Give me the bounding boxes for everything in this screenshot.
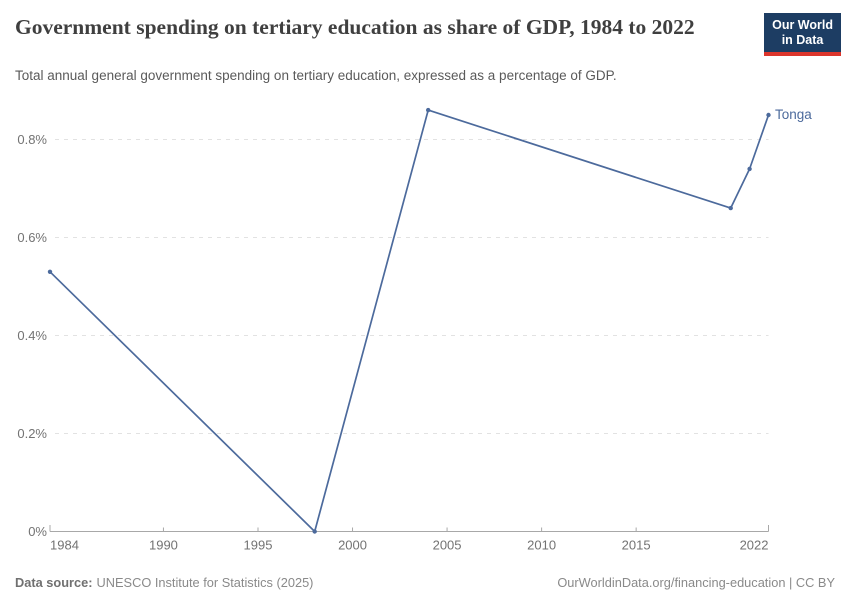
data-source-text: UNESCO Institute for Statistics (2025)	[96, 575, 314, 590]
data-point-marker[interactable]	[747, 166, 752, 172]
y-tick-label: 0.8%	[17, 132, 47, 147]
entity-label-tonga[interactable]: Tonga	[775, 107, 812, 122]
data-point-marker[interactable]	[766, 112, 771, 118]
owid-logo[interactable]: Our World in Data	[764, 13, 841, 56]
data-point-marker[interactable]	[426, 107, 431, 113]
series-line-tonga[interactable]	[49, 109, 770, 533]
chart-footer: Data source: UNESCO Institute for Statist…	[15, 575, 835, 590]
footer-link[interactable]: OurWorldinData.org/financing-education	[557, 575, 786, 590]
chart-subtitle: Total annual general government spending…	[15, 68, 617, 83]
data-source-note: Data source: UNESCO Institute for Statist…	[15, 575, 313, 590]
footer-attribution: OurWorldinData.org/financing-education |…	[557, 575, 835, 590]
data-point-marker[interactable]	[312, 529, 317, 534]
footer-license: CC BY	[795, 575, 835, 590]
y-tick-label: 0%	[28, 524, 47, 539]
owid-logo-line1: Our World	[772, 18, 833, 32]
data-point-marker[interactable]	[728, 205, 733, 211]
x-tick-label: 2015	[622, 538, 651, 553]
chart-title: Government spending on tertiary educatio…	[15, 15, 695, 39]
y-tick-label: 0.2%	[17, 426, 47, 441]
x-tick-label: 2022	[740, 538, 769, 553]
x-tick-label: 1995	[244, 538, 273, 553]
owid-logo-line2: in Data	[781, 33, 824, 47]
x-tick-label: 2000	[338, 538, 367, 553]
y-tick-label: 0.4%	[17, 328, 47, 343]
x-tick-label: 1984	[50, 538, 79, 553]
footer-separator: |	[785, 575, 796, 590]
data-point-marker[interactable]	[47, 269, 53, 274]
data-source-label: Data source:	[15, 575, 93, 590]
x-tick-label: 1990	[149, 538, 178, 553]
x-tick-label: 2010	[527, 538, 556, 553]
x-tick-label: 2005	[433, 538, 462, 553]
y-tick-label: 0.6%	[17, 230, 47, 245]
